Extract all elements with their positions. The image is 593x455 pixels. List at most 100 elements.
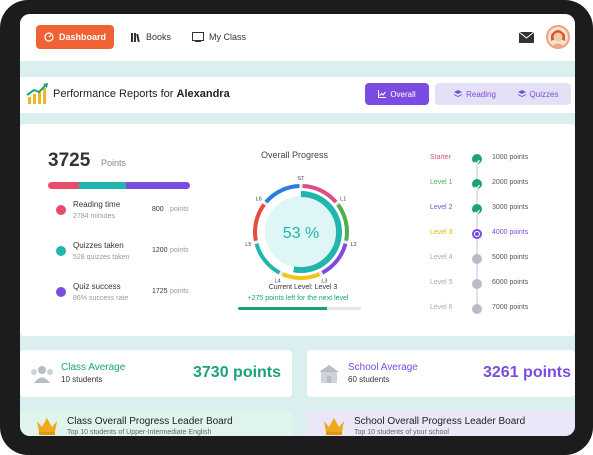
- level-name: Level 6: [430, 304, 453, 311]
- stat-detail: 528 quizzes taken: [73, 254, 130, 261]
- check-icon: [472, 154, 482, 165]
- stat-dot: [56, 205, 66, 215]
- gauge-level-segment: [336, 203, 349, 242]
- school-average-students: 60 students: [348, 375, 390, 384]
- next-level-progress-fill: [238, 307, 327, 310]
- nav-books-label: Books: [146, 32, 172, 42]
- nav-my-class-label: My Class: [209, 32, 247, 42]
- class-average-title: Class Average: [61, 362, 126, 373]
- gauge-ring-label: L1: [340, 196, 346, 202]
- current-level-text: Current Level: Level 3: [268, 284, 338, 291]
- stat-unit: points: [170, 247, 189, 254]
- gauge-level-segments: [253, 184, 349, 280]
- bar-segment-reading: [48, 182, 80, 189]
- tab-overall[interactable]: Overall: [365, 83, 429, 105]
- gauge-ring-label: L3: [321, 279, 327, 285]
- report-title: Performance Reports for Alexandra: [53, 88, 230, 100]
- student-name: Alexandra: [176, 88, 230, 100]
- level-name: Level 5: [430, 279, 453, 286]
- layers-icon: [454, 90, 463, 97]
- class-board-title: Class Overall Progress Leader Board: [67, 416, 233, 427]
- level-name: Level 1: [430, 179, 453, 186]
- school-average-card: School Average 60 students 3261 points: [307, 350, 575, 397]
- level-points: 5000 points: [492, 254, 529, 261]
- level-row: Level 1 2000 points: [430, 177, 570, 191]
- class-leader-board[interactable]: Class Overall Progress Leader Board Top …: [20, 411, 292, 436]
- gauge-ring-label: L5: [245, 242, 251, 248]
- gauge-level-segment: [281, 272, 321, 280]
- class-board-subtitle: Top 10 students of Upper-Intermediate En…: [67, 429, 212, 436]
- progress-gauge: ST L1 L2 L3 L4 L5 L6 53 %: [245, 176, 356, 285]
- gauge-level-segment: [302, 184, 338, 204]
- tab-reading[interactable]: Reading: [435, 83, 515, 105]
- app-screen: Dashboard Books My Class Performance R: [20, 14, 575, 436]
- nav-books-button[interactable]: Books: [130, 25, 171, 49]
- current-level-marker-icon: [472, 229, 482, 239]
- stat-value: 1200: [152, 247, 168, 254]
- stat-value: 800: [152, 206, 164, 213]
- level-points: 3000 points: [492, 204, 529, 211]
- gauge-inner-disc: [265, 196, 337, 268]
- stat-detail: 2784 minutes: [73, 213, 116, 220]
- gauge-ring-label: L2: [351, 242, 357, 248]
- level-points: 7000 points: [492, 304, 529, 311]
- crown-icon: [324, 418, 344, 435]
- level-row: Level 6 7000 points: [430, 302, 570, 316]
- class-average-students: 10 students: [61, 375, 103, 384]
- stat-name: Quizzes taken: [73, 241, 124, 250]
- chart-growth-icon: [26, 83, 48, 104]
- school-board-title: School Overall Progress Leader Board: [354, 416, 526, 427]
- gauge-ring-label: ST: [297, 176, 305, 182]
- gauge-ring-labels: ST L1 L2 L3 L4 L5 L6: [245, 176, 356, 285]
- mail-icon[interactable]: [519, 32, 534, 43]
- school-board-subtitle: Top 10 students of your school: [354, 429, 449, 436]
- level-name: Level 3: [430, 229, 453, 236]
- stat-dot: [56, 287, 66, 297]
- bar-segment-success: [126, 182, 190, 189]
- class-board-icon: [192, 32, 204, 42]
- top-navigation: Dashboard Books My Class: [20, 14, 575, 61]
- level-points: 1000 points: [492, 154, 529, 161]
- nav-my-class-button[interactable]: My Class: [192, 25, 246, 49]
- school-average-points: 3261 points: [483, 364, 572, 381]
- level-row: Starter 1000 points: [430, 152, 570, 166]
- level-name: Level 4: [430, 254, 453, 261]
- gauge-ring-label: L6: [256, 196, 262, 202]
- books-icon: [131, 32, 140, 42]
- nav-dashboard-label: Dashboard: [58, 32, 106, 42]
- locked-level-dot-icon: [472, 279, 482, 289]
- check-icon: [472, 204, 482, 215]
- gauge-level-segment: [321, 243, 348, 275]
- locked-level-dot-icon: [472, 304, 482, 314]
- points-breakdown-bar: [48, 182, 190, 189]
- level-row: Level 5 6000 points: [430, 277, 570, 291]
- stat-detail: 86% success rate: [73, 295, 129, 302]
- points-left-text: +275 points left for the next level: [247, 295, 349, 302]
- bar-segment-quizzes: [79, 182, 127, 189]
- crown-icon: [37, 418, 57, 435]
- check-icon: [472, 179, 482, 190]
- school-average-title: School Average: [348, 362, 418, 373]
- school-icon: [319, 365, 339, 383]
- tab-quizzes[interactable]: Quizzes: [505, 83, 571, 105]
- gauge-level-segment: [264, 184, 300, 204]
- user-avatar[interactable]: [546, 25, 570, 49]
- tab-quizzes-label: Quizzes: [529, 89, 559, 99]
- level-points: 4000 points: [492, 229, 529, 236]
- tab-overall-label: Overall: [390, 89, 416, 99]
- bar-chart-icon: [378, 90, 387, 98]
- level-points: 2000 points: [492, 179, 529, 186]
- overall-progress-title: Overall Progress: [261, 150, 329, 160]
- nav-dashboard-button[interactable]: Dashboard: [36, 25, 114, 49]
- school-leader-board[interactable]: School Overall Progress Leader Board Top…: [307, 411, 575, 436]
- gauge-progress-arc: [260, 191, 342, 273]
- total-points-label: Points: [101, 158, 127, 168]
- level-row: Level 2 3000 points: [430, 202, 570, 216]
- level-name: Level 2: [430, 204, 453, 211]
- stat-unit: points: [170, 288, 189, 295]
- total-points: 3725: [48, 150, 91, 171]
- stat-dot: [56, 246, 66, 256]
- overall-summary-card: 3725 Points Reading time 2784 minutes 80…: [20, 124, 575, 336]
- gauge-icon: [44, 32, 54, 42]
